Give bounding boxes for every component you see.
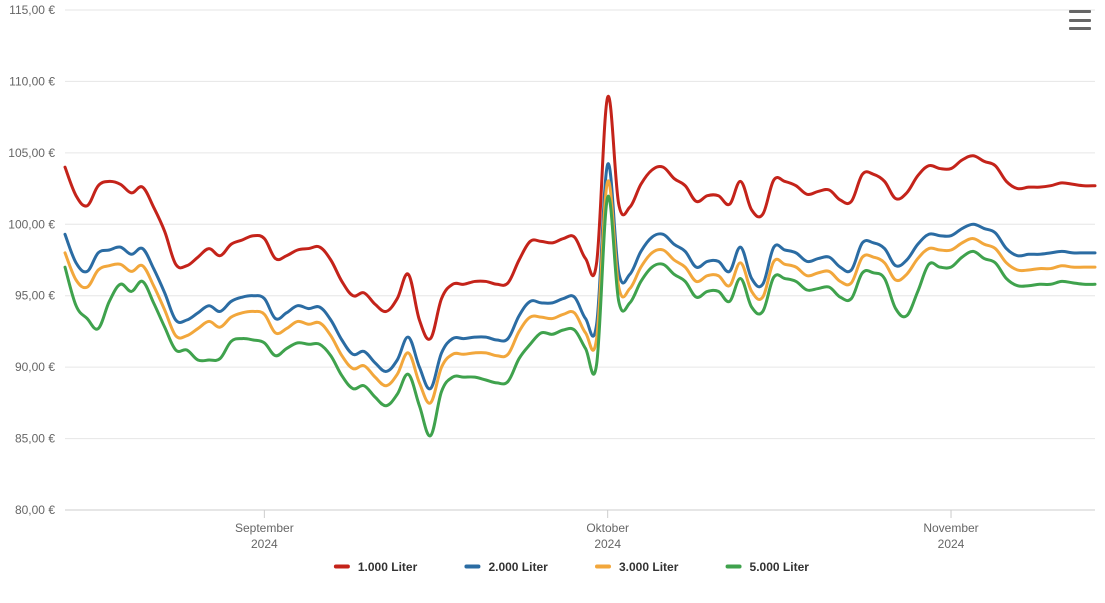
x-axis: September 2024 Oktober 2024 November 2024 [235, 510, 979, 551]
y-axis-label: 100,00 € [8, 217, 55, 231]
hamburger-icon [1069, 10, 1091, 13]
legend-marker[interactable] [595, 565, 611, 569]
legend-label[interactable]: 2.000 Liter [488, 560, 548, 574]
legend-label[interactable]: 1.000 Liter [358, 560, 418, 574]
legend-marker[interactable] [726, 565, 742, 569]
legend-label[interactable]: 3.000 Liter [619, 560, 679, 574]
y-axis-label: 110,00 € [9, 74, 55, 88]
legend-label[interactable]: 5.000 Liter [750, 560, 810, 574]
y-axis-label: 90,00 € [15, 360, 55, 374]
y-axis-label: 105,00 € [8, 146, 55, 160]
grid: 80,00 € 85,00 € 90,00 € 95,00 € 100,00 € 105,… [8, 3, 1095, 517]
context-menu-button[interactable] [1069, 8, 1091, 32]
x-axis-label: Oktober [586, 521, 629, 535]
y-axis-label: 115,00 € [9, 3, 55, 17]
series-line[interactable] [65, 164, 1095, 389]
series-line[interactable] [65, 96, 1095, 339]
y-axis-label: 95,00 € [15, 289, 55, 303]
series-line[interactable] [65, 181, 1095, 403]
x-axis-sublabel: 2024 [938, 537, 965, 551]
y-axis-label: 80,00 € [15, 503, 55, 517]
x-axis-label: November [923, 521, 978, 535]
series-line[interactable] [65, 196, 1095, 436]
legend: 1.000 Liter 2.000 Liter 3.000 Liter 5.000 L… [334, 560, 809, 574]
x-axis-label: September [235, 521, 294, 535]
chart-svg: 80,00 € 85,00 € 90,00 € 95,00 € 100,00 € 105,… [0, 0, 1105, 603]
series-group [65, 96, 1095, 436]
chart-container: 80,00 € 85,00 € 90,00 € 95,00 € 100,00 € 105,… [0, 0, 1105, 603]
x-axis-sublabel: 2024 [594, 537, 621, 551]
legend-marker[interactable] [464, 565, 480, 569]
legend-marker[interactable] [334, 565, 350, 569]
x-axis-sublabel: 2024 [251, 537, 278, 551]
y-axis-label: 85,00 € [15, 432, 55, 446]
